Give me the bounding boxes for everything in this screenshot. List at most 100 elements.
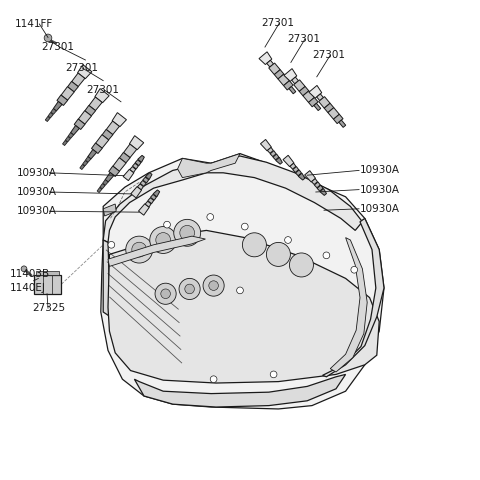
Polygon shape — [61, 87, 74, 100]
Text: 27301: 27301 — [262, 18, 295, 28]
Polygon shape — [71, 125, 79, 135]
Polygon shape — [65, 136, 71, 142]
Polygon shape — [130, 167, 136, 172]
Circle shape — [285, 237, 291, 243]
Circle shape — [161, 289, 170, 299]
Polygon shape — [148, 198, 154, 204]
Polygon shape — [299, 86, 309, 96]
Circle shape — [126, 236, 153, 263]
Text: 10930A: 10930A — [360, 166, 400, 175]
Polygon shape — [150, 194, 156, 200]
Circle shape — [323, 252, 330, 259]
Text: 1140EJ: 1140EJ — [10, 283, 46, 293]
Circle shape — [203, 275, 224, 296]
Circle shape — [164, 221, 170, 228]
Polygon shape — [68, 82, 78, 92]
Polygon shape — [112, 113, 126, 127]
Polygon shape — [289, 86, 296, 94]
Polygon shape — [53, 101, 62, 111]
Circle shape — [180, 226, 194, 240]
Circle shape — [351, 266, 358, 273]
Polygon shape — [261, 140, 271, 151]
Polygon shape — [305, 171, 315, 182]
Polygon shape — [330, 238, 367, 372]
Polygon shape — [103, 240, 110, 317]
Text: 27301: 27301 — [312, 50, 345, 60]
Polygon shape — [135, 160, 141, 166]
Circle shape — [155, 283, 176, 304]
Text: 11403B: 11403B — [10, 269, 50, 278]
Polygon shape — [102, 130, 113, 140]
Circle shape — [237, 287, 243, 294]
Polygon shape — [267, 60, 274, 67]
FancyBboxPatch shape — [36, 271, 59, 275]
Circle shape — [156, 233, 170, 247]
Polygon shape — [85, 156, 91, 162]
Polygon shape — [145, 173, 152, 180]
Polygon shape — [334, 114, 343, 124]
Polygon shape — [290, 163, 296, 169]
Polygon shape — [48, 112, 53, 118]
Polygon shape — [83, 160, 88, 166]
Polygon shape — [92, 143, 102, 154]
Polygon shape — [284, 81, 293, 90]
Text: 27301: 27301 — [86, 85, 120, 95]
Polygon shape — [78, 65, 92, 79]
Circle shape — [266, 242, 290, 266]
Text: 10930A: 10930A — [17, 206, 57, 216]
Text: 27301: 27301 — [65, 63, 98, 73]
Polygon shape — [123, 144, 137, 157]
Polygon shape — [317, 94, 324, 101]
Polygon shape — [143, 177, 149, 183]
Circle shape — [179, 278, 200, 300]
Polygon shape — [296, 170, 301, 176]
Polygon shape — [317, 185, 323, 191]
Polygon shape — [339, 120, 346, 127]
Polygon shape — [89, 97, 102, 110]
Polygon shape — [45, 117, 50, 121]
Polygon shape — [100, 183, 105, 189]
Polygon shape — [103, 180, 108, 185]
Circle shape — [150, 227, 177, 253]
Polygon shape — [309, 85, 322, 98]
Polygon shape — [323, 218, 384, 377]
Polygon shape — [269, 63, 280, 74]
Polygon shape — [294, 80, 305, 91]
Polygon shape — [95, 89, 109, 103]
Polygon shape — [96, 135, 109, 148]
Polygon shape — [134, 374, 346, 407]
Polygon shape — [153, 190, 160, 197]
Polygon shape — [72, 73, 85, 86]
Text: 1141FF: 1141FF — [14, 19, 53, 29]
Polygon shape — [138, 156, 144, 162]
Polygon shape — [314, 182, 320, 188]
Polygon shape — [97, 188, 102, 192]
Polygon shape — [312, 179, 317, 184]
Polygon shape — [259, 52, 272, 64]
Polygon shape — [78, 111, 92, 124]
Polygon shape — [74, 119, 85, 130]
Polygon shape — [314, 103, 321, 110]
Polygon shape — [206, 156, 362, 230]
Text: 27301: 27301 — [41, 42, 74, 51]
Polygon shape — [106, 121, 120, 134]
Polygon shape — [283, 156, 294, 167]
Polygon shape — [278, 74, 289, 85]
Polygon shape — [130, 136, 144, 150]
Polygon shape — [131, 187, 142, 198]
Text: 10930A: 10930A — [360, 204, 400, 214]
Polygon shape — [145, 201, 151, 207]
Polygon shape — [276, 157, 282, 164]
Polygon shape — [88, 149, 96, 159]
Polygon shape — [292, 77, 299, 84]
Polygon shape — [51, 108, 56, 114]
Circle shape — [241, 223, 248, 230]
Polygon shape — [132, 163, 138, 169]
Polygon shape — [113, 158, 126, 171]
Polygon shape — [328, 108, 339, 119]
Circle shape — [207, 214, 214, 220]
Polygon shape — [303, 91, 314, 102]
Polygon shape — [309, 97, 318, 107]
Circle shape — [242, 233, 266, 257]
Text: 10930A: 10930A — [17, 187, 57, 197]
